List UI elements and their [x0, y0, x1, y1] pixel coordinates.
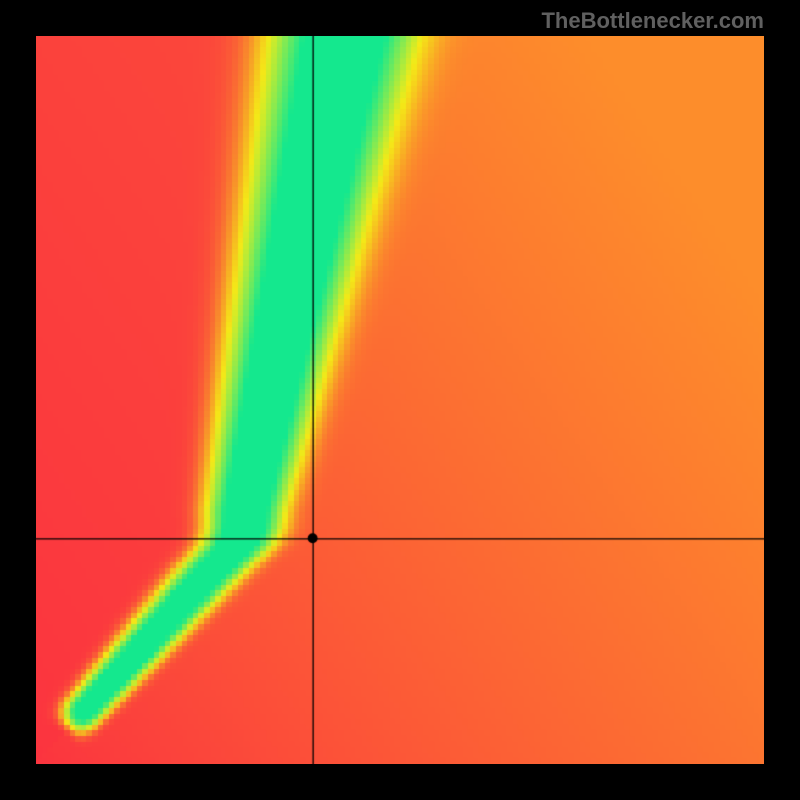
heatmap-canvas — [36, 36, 764, 764]
chart-frame: TheBottlenecker.com — [0, 0, 800, 800]
plot-area — [36, 36, 764, 764]
watermark-text: TheBottlenecker.com — [541, 8, 764, 34]
